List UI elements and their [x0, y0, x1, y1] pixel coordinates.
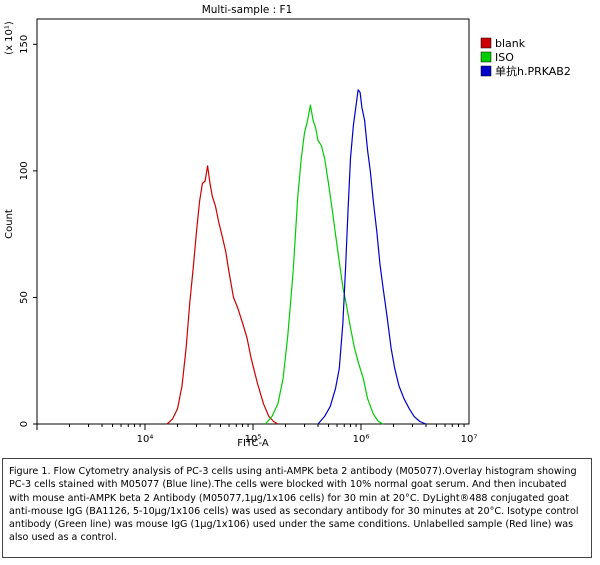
series-line-0: [166, 165, 279, 425]
figure-caption: Figure 1. Flow Cytometry analysis of PC-…: [2, 458, 592, 558]
x-tick-label: 10⁶: [353, 434, 370, 445]
y-tick-label: 100: [19, 161, 30, 180]
series-layer: [166, 89, 427, 425]
y-tick-label: 0: [19, 421, 30, 427]
series-line-2: [317, 89, 427, 425]
x-tick-label: 10⁷: [461, 434, 478, 445]
legend-swatch: [480, 65, 492, 77]
plot-frame: [36, 18, 470, 425]
legend-label: ISO: [495, 51, 514, 64]
y-axis-label: Count: [4, 209, 15, 239]
legend-label: blank: [495, 37, 526, 50]
flow-cytometry-chart: Multi-sample : F1 (x 10¹) Count FITC-A 0…: [4, 4, 571, 449]
legend-swatch: [480, 37, 492, 49]
y-tick-label: 50: [19, 291, 30, 304]
y-tick-label: 150: [19, 35, 30, 54]
x-tick-label: 10⁵: [245, 434, 262, 445]
x-axis-ticks: 10⁴ 10⁵ 10⁶ 10⁷: [36, 424, 478, 445]
series-line-1: [264, 104, 384, 425]
chart-title: Multi-sample : F1: [202, 4, 293, 16]
y-axis-ticks: 0 50 100 150: [19, 35, 37, 427]
legend-swatch: [480, 51, 492, 63]
legend-label: 单抗h.PRKAB2: [495, 64, 571, 78]
x-tick-label: 10⁴: [137, 434, 154, 445]
x-axis-label: FITC-A: [237, 438, 269, 449]
y-multiplier-label: (x 10¹): [4, 21, 15, 55]
